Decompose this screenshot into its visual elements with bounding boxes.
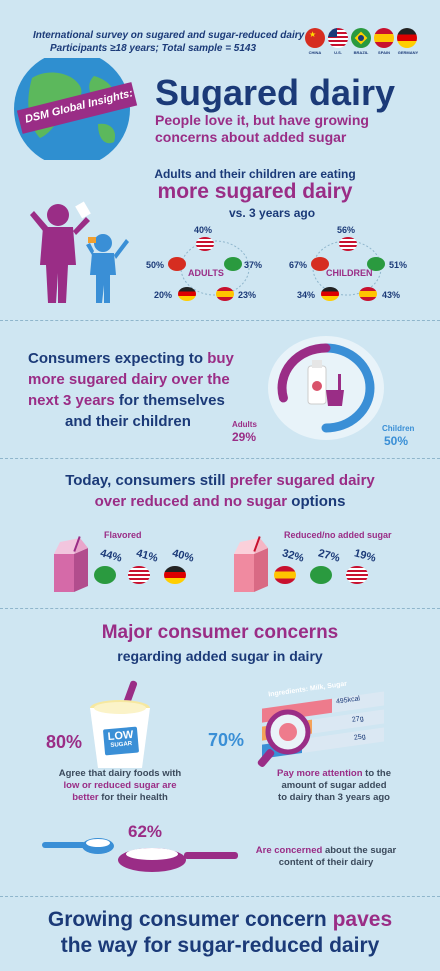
flavored-carton-icon — [54, 536, 88, 592]
flavored-us-value: 41% — [134, 547, 160, 565]
adults-ring — [180, 240, 250, 296]
flavored-label: Flavored — [104, 530, 142, 540]
children-spain-value: 43% — [382, 290, 401, 300]
germany-flag-icon — [397, 28, 417, 48]
adults-china-value: 50% — [146, 260, 165, 270]
parent-child-icon — [30, 201, 129, 303]
adults-us-value: 40% — [194, 225, 213, 235]
page-title: Sugared dairy — [155, 72, 396, 113]
section2-line3: next 3 years for themselves — [28, 392, 225, 409]
nutrition-label-icon — [257, 691, 384, 768]
adults-brazil-value: 37% — [244, 260, 263, 270]
reduced-brazil-flag-icon — [310, 566, 332, 584]
section1-line3: vs. 3 years ago — [229, 206, 316, 220]
children-us-value: 56% — [337, 225, 356, 235]
divider — [0, 458, 440, 459]
reduced-brazil-value: 27% — [316, 547, 342, 565]
reduced-label: Reduced/no added sugar — [284, 530, 392, 540]
children-label: CHILDREN — [326, 268, 373, 278]
section3-line1: Today, consumers still prefer sugared da… — [65, 472, 375, 489]
country-label-spain: SPAIN — [378, 50, 390, 55]
flavored-germany-value: 40% — [170, 547, 196, 565]
country-label-brazil: BRAZIL — [353, 50, 369, 55]
stat3-line2: content of their dairy — [278, 857, 374, 868]
reduced-us-flag-icon — [346, 566, 368, 584]
footer-line2: the way for sugar-reduced dairy — [60, 934, 380, 957]
section2-line2: more sugared dairy over the — [28, 371, 230, 388]
children-germany-flag-icon — [321, 287, 339, 301]
yogurt-cup-icon — [90, 680, 150, 768]
stat2-value: 70% — [208, 730, 245, 750]
children-arc — [321, 343, 375, 433]
spain-flag-icon — [374, 28, 394, 48]
section2-line1: Consumers expecting to buy — [28, 350, 234, 367]
stat3-value: 62% — [128, 822, 163, 841]
low-sugar-badge: LOW SUGAR — [102, 726, 140, 756]
china-flag-icon: ★ — [305, 28, 325, 48]
reduced-us-value: 19% — [352, 547, 378, 565]
reduced-spain-value: 32% — [280, 547, 306, 565]
flavored-brazil-flag-icon — [94, 566, 116, 584]
stat2-line3: to dairy than 3 years ago — [278, 792, 390, 803]
adults-china-flag-icon — [168, 257, 186, 271]
adults-arc — [277, 343, 331, 403]
donut-chart — [268, 336, 384, 440]
stat2-line1: Pay more attention to the — [276, 768, 392, 779]
section2-line4: and their children — [65, 413, 191, 430]
divider — [0, 896, 440, 897]
divider — [0, 320, 440, 321]
survey-line-1: International survey on sugared and suga… — [33, 30, 305, 41]
children-china-flag-icon — [311, 257, 329, 271]
flavored-us-flag-icon — [128, 566, 150, 584]
survey-line-2: Participants ≥18 years; Total sample = 5… — [50, 43, 257, 54]
section3-line2: over reduced and no sugar options — [94, 493, 346, 510]
stat1-line1: Agree that dairy foods with — [58, 768, 182, 779]
section1-line2: more sugared dairy — [157, 180, 353, 203]
children-germany-value: 34% — [297, 290, 316, 300]
stat2-line2: amount of sugar added — [281, 780, 387, 791]
flavored-brazil-value: 44% — [98, 547, 124, 565]
adults-germany-flag-icon — [178, 287, 196, 301]
flavored-germany-flag-icon — [164, 566, 186, 584]
spoons-icon — [42, 838, 238, 872]
stat1-line3: better for their health — [72, 792, 168, 803]
stat1-line2: low or reduced sugar are — [63, 780, 177, 791]
reduced-spain-flag-icon — [274, 566, 296, 584]
adults-brazil-flag-icon — [224, 257, 242, 271]
section4-subtitle: regarding added sugar in dairy — [117, 648, 323, 664]
children-spain-flag-icon — [359, 287, 377, 301]
footer-line1: Growing consumer concern paves — [47, 908, 393, 931]
children-us-flag-icon — [339, 237, 357, 251]
country-label-germany: GERMANY — [397, 50, 419, 55]
adults-us-flag-icon — [196, 237, 214, 251]
adults-spain-flag-icon — [216, 287, 234, 301]
section4-title: Major consumer concerns — [101, 622, 339, 643]
children-donut-label: Children — [382, 424, 415, 433]
us-flag-icon — [328, 28, 348, 48]
adults-spain-value: 23% — [238, 290, 257, 300]
adults-donut-label: Adults — [232, 420, 257, 429]
country-label-us: U.S. — [334, 50, 342, 55]
stat3-line1: Are concerned about the sugar — [255, 845, 397, 856]
stat1-value: 80% — [46, 732, 83, 752]
children-brazil-value: 51% — [389, 260, 408, 270]
children-donut-value: 50% — [384, 434, 409, 448]
subtitle-line-2: concerns about added sugar — [155, 129, 347, 145]
children-brazil-flag-icon — [367, 257, 385, 271]
adults-label: ADULTS — [188, 268, 224, 278]
country-label-china: CHINA — [308, 50, 322, 55]
reduced-carton-icon — [234, 536, 268, 592]
divider — [0, 608, 440, 609]
brazil-flag-icon — [351, 28, 371, 48]
adults-donut-value: 29% — [232, 430, 257, 444]
children-china-value: 67% — [289, 260, 308, 270]
subtitle-line-1: People love it, but have growing — [155, 112, 369, 128]
adults-germany-value: 20% — [154, 290, 173, 300]
section1-line1: Adults and their children are eating — [154, 167, 356, 181]
